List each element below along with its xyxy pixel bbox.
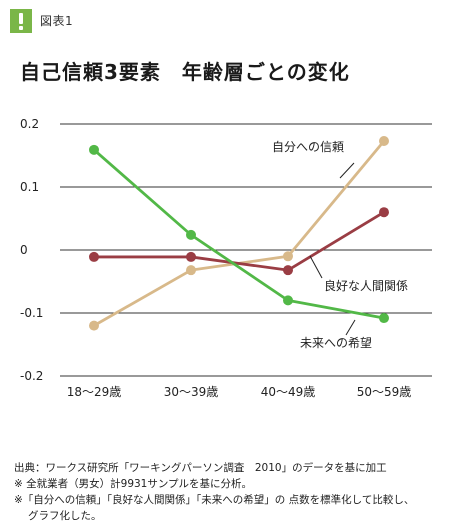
x-tick-label: 50〜59歳	[357, 385, 412, 399]
x-tick-label: 30〜39歳	[164, 385, 219, 399]
data-point	[186, 265, 196, 276]
note-sample: ※ 全就業者（男女）計9931サンプルを基に分析。	[14, 478, 253, 490]
note-source: 出典：ワークス研究所「ワーキングパーソン調査 2010」のデータを基に加工	[14, 462, 387, 474]
series-label: 未来への希望	[300, 335, 372, 350]
series-line	[94, 211, 385, 272]
leader-line	[345, 319, 356, 336]
data-point	[283, 251, 293, 262]
data-point	[89, 320, 99, 331]
exclamation-icon	[10, 9, 32, 33]
figure-label: 図表1	[40, 14, 74, 28]
y-tick-label: 0.2	[20, 117, 39, 131]
data-point	[283, 265, 293, 276]
data-point	[283, 295, 293, 306]
series-line	[93, 140, 386, 327]
y-tick-label: 0.1	[20, 180, 39, 194]
note-method: ※「自分への信頼」「良好な人間関係」「未来への希望」の 点数を標準化して比較し、	[14, 494, 415, 506]
series-line	[93, 148, 385, 320]
x-tick-label: 40〜49歳	[261, 385, 316, 399]
data-point	[186, 229, 196, 240]
leader-line	[309, 255, 323, 279]
series-label: 自分への信頼	[272, 140, 344, 154]
leader-line	[339, 162, 355, 179]
data-point	[89, 251, 99, 262]
series-label: 良好な人間関係	[324, 278, 408, 293]
source-notes: 出典：ワークス研究所「ワーキングパーソン調査 2010」のデータを基に加工 ※ …	[14, 460, 444, 524]
y-tick-label: -0.1	[20, 306, 43, 320]
data-point	[89, 144, 99, 155]
x-tick-label: 18〜29歳	[67, 385, 122, 399]
data-point	[379, 313, 389, 324]
y-tick-label: -0.2	[20, 369, 43, 383]
data-point	[379, 136, 389, 147]
chart-title: 自己信頼3要素 年齢層ごとの変化	[20, 60, 350, 84]
data-point	[379, 207, 389, 218]
y-tick-label: 0	[20, 243, 28, 257]
line-chart: 0.2 0.1 0 -0.1 -0.2 18〜29歳 30〜39歳 40〜49歳 50〜59歳 自…	[20, 117, 432, 399]
data-point	[186, 251, 196, 262]
note-method-cont: グラフ化した。	[28, 510, 102, 522]
